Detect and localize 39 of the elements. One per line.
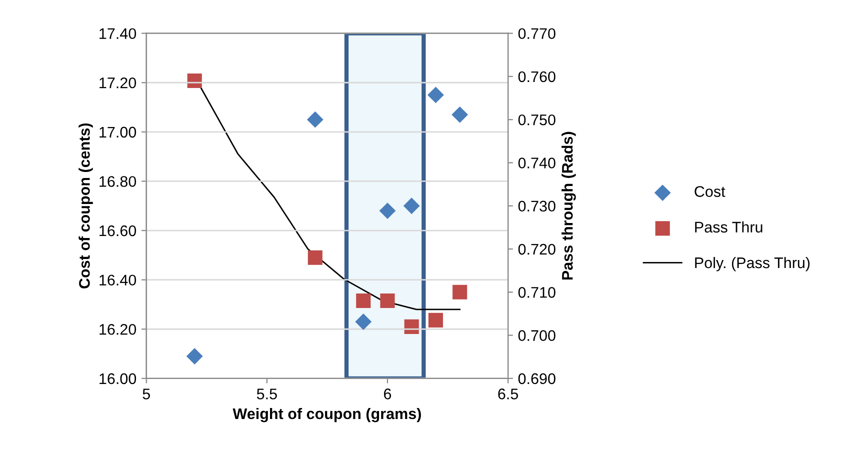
y2-tick-label: 0.760: [518, 71, 556, 82]
point: [428, 312, 443, 328]
y2-axis-title: Pass through (Rads): [562, 132, 576, 280]
point: [355, 314, 372, 330]
y2-tick-label: 0.710: [518, 287, 556, 298]
y-tick-label: 17.20: [100, 77, 136, 88]
legend-label: Poly. (Pass Thru): [695, 256, 810, 272]
y2-tick-label: 0.740: [518, 158, 556, 168]
point: [308, 250, 322, 265]
x-tick-label: 5: [142, 388, 150, 400]
y-tick-label: 17.00: [100, 126, 136, 138]
point: [379, 202, 396, 220]
point: [306, 111, 324, 128]
point: [356, 293, 371, 308]
point: [403, 198, 420, 214]
x-tick-label: 5.5: [256, 388, 277, 400]
legend-label: Pass Thru: [695, 221, 762, 233]
x-axis-title: Weight of coupon (grams): [232, 408, 421, 422]
legend-label: Cost: [694, 186, 726, 197]
point: [186, 348, 203, 364]
y2-tick-label: 0.690: [518, 373, 556, 384]
y-tick-label: 17.40: [100, 28, 136, 40]
y-axis-title: Cost of coupon (cents): [78, 123, 93, 288]
y-tick-label: 16.40: [100, 274, 136, 286]
y2-tick-label: 0.750: [518, 114, 556, 126]
y2-tick-label: 0.730: [518, 200, 556, 212]
y-tick-label: 16.20: [100, 324, 136, 335]
x-tick-label: 6: [384, 388, 392, 400]
y2-tick-label: 0.700: [518, 330, 556, 341]
point: [427, 86, 444, 104]
y-tick-label: 16.00: [100, 373, 136, 384]
x-tick-label: 6.5: [498, 388, 518, 400]
point: [452, 284, 468, 300]
y2-tick-label: 0.720: [518, 244, 556, 255]
point: [380, 293, 395, 308]
y2-tick-label: 0.770: [518, 28, 556, 40]
point: [452, 106, 468, 123]
y-tick-label: 16.80: [100, 176, 136, 187]
y-tick-label: 16.60: [100, 225, 136, 236]
